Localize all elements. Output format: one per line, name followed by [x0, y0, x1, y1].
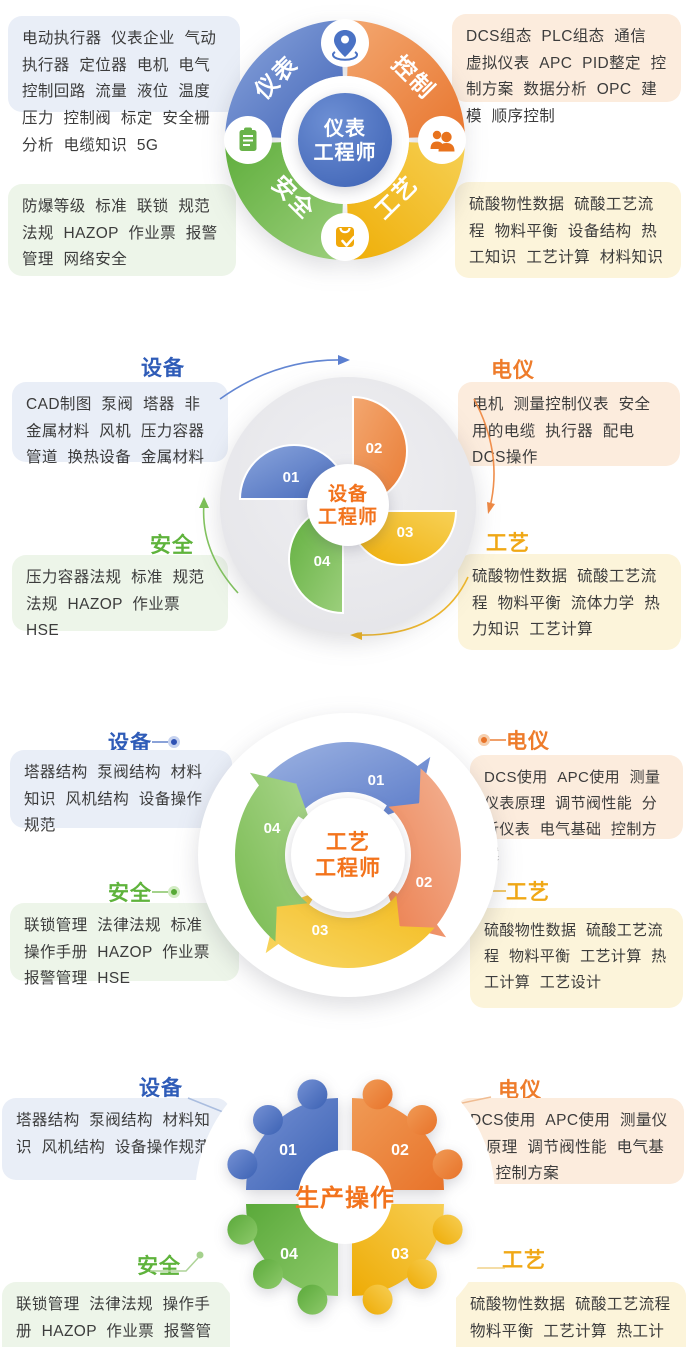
gear-number-04: 04: [280, 1246, 298, 1263]
location-pin-icon: [321, 19, 369, 67]
safety-label: 安全: [108, 882, 152, 905]
connector-line: [152, 891, 168, 893]
pinwheel-arrow-02: [384, 768, 461, 938]
electrical-label: 电仪: [498, 1079, 542, 1102]
arrow-number-02: 02: [416, 874, 433, 891]
electrical-label: 电仪: [491, 359, 535, 382]
curved-arrow-orange: [473, 398, 495, 508]
production-operation-gear: 01 02 03 04 生产操作: [150, 1047, 505, 1347]
connector-dot: [168, 736, 180, 748]
equipment-label: 设备: [141, 357, 185, 380]
petal-number-04: 04: [314, 553, 331, 570]
electrical-skills-box: 电机 测量控制仪表 安全用的电缆 执行器 配电 DCS操作: [458, 382, 680, 466]
equipment-connector: 设备: [108, 727, 180, 757]
pinwheel-arrow-03: [265, 891, 435, 968]
process-label: 工艺: [502, 1249, 546, 1272]
donut-center-circle: [298, 93, 392, 187]
safety-connector: 安全: [108, 877, 180, 907]
center-title-line2: 工程师: [314, 141, 377, 164]
instrument-skills-box: 电动执行器 仪表企业 气动执行器 定位器 电机 电气控制回路 流量 液位 温度 …: [8, 16, 240, 154]
gear-center-circle: [298, 1150, 392, 1244]
wheel-center-circle: [307, 464, 389, 546]
electrical-connector: 电仪: [478, 725, 550, 755]
safety-skills-box: 联锁管理 法律法规 标准 操作手册 HAZOP 作业票 报警管理 HSE: [10, 903, 239, 987]
center-title-line2: 工程师: [318, 506, 378, 528]
safety-skills-box: 联锁管理 法律法规 操作手册 HAZOP 作业票 报警管理 HSE: [2, 1282, 230, 1347]
equipment-skills-box: 塔器结构 泵阀结构 材料知识 风机结构 设备操作规范: [10, 750, 232, 834]
control-skills-box: DCS组态 PLC组态 通信 虚拟仪表 APC PID整定 控制方案 数据分析 …: [452, 14, 681, 125]
safety-label: 安全: [137, 1255, 181, 1278]
center-title-line1: 仪表: [323, 116, 366, 140]
equipment-skills-box: 塔器结构 泵阀结构 材料知识 风机结构 设备操作规范: [2, 1098, 230, 1180]
bag-check-icon: [321, 213, 369, 261]
ring-segment-control: [347, 20, 465, 138]
curved-arrow-yellow: [357, 576, 469, 636]
arrow-number-01: 01: [368, 772, 385, 789]
electrical-skills-box: DCS使用 APC使用 测量仪表原理 调节阀性能 分析仪表 电气基础 控制方案: [470, 755, 683, 863]
electrical-label: 电仪: [506, 730, 550, 753]
curved-arrow-blue: [219, 359, 343, 400]
safety-skills-box: 防爆等级 标准 联锁 规范法规 HAZOP 作业票 报警管理 网络安全: [8, 184, 236, 276]
center-title-line1: 工艺: [326, 830, 370, 854]
gear-number-03: 03: [391, 1246, 409, 1263]
gear-number-01: 01: [279, 1142, 297, 1159]
equipment-skills-box: CAD制图 泵阀 塔器 非金属材料 风机 压力容器 管道 换热设备 金属材料: [12, 382, 228, 466]
users-icon: [418, 116, 466, 164]
equipment-label: 设备: [108, 732, 152, 755]
pinwheel-arrow-01: [261, 742, 431, 819]
process-label: 工艺: [486, 532, 530, 555]
instrument-engineer-donut: 仪表 控制 安全 工艺: [224, 19, 466, 261]
arrow-number-03: 03: [312, 922, 329, 939]
process-engineer-pinwheel: 01 02 03 04 工艺 工程师: [198, 713, 498, 997]
petal-number-01: 01: [283, 469, 300, 486]
gear-number-02: 02: [391, 1142, 409, 1159]
safety-connector-line: [150, 1257, 199, 1272]
ring-segment-safety: [225, 142, 343, 260]
center-title-line2: 工程师: [315, 857, 381, 880]
connector-line: [490, 890, 506, 892]
center-title: 生产操作: [295, 1184, 395, 1212]
connector-line: [152, 741, 168, 743]
center-title-line1: 设备: [328, 482, 368, 505]
process-skills-box: 硫酸物性数据 硫酸工艺流程 物料平衡 流体力学 热力知识 工艺计算: [458, 554, 681, 650]
ring-segment-process: [347, 142, 465, 260]
process-skills-box: 硫酸物性数据 硫酸工艺流程 物料平衡 设备结构 热工知识 工艺计算 材料知识: [455, 182, 681, 278]
process-label: 工艺: [506, 881, 550, 904]
arrowhead-yellow: [350, 631, 362, 640]
safety-skills-box: 压力容器法规 标准 规范法规 HAZOP 作业票 HSE: [12, 555, 228, 639]
arrowhead-orange: [487, 502, 495, 514]
equipment-engineer-wheel: 01 02 03 04 设备 工程师: [199, 355, 495, 640]
connector-dot: [478, 734, 490, 746]
pinwheel-arrow-04: [235, 772, 312, 942]
connector-line: [490, 739, 506, 741]
arrowhead-blue: [338, 355, 350, 365]
pinwheel-center-circle: [291, 798, 405, 912]
arrow-number-04: 04: [264, 820, 281, 837]
safety-label: 安全: [150, 534, 194, 557]
arrowhead-green: [199, 497, 209, 508]
safety-connector-dot: [196, 1251, 204, 1259]
process-skills-box: 硫酸物性数据 硫酸工艺流程 物料平衡 工艺计算 热工计算 工艺设计: [470, 908, 683, 1008]
petal-number-02: 02: [366, 440, 383, 457]
petal-number-03: 03: [397, 524, 414, 541]
process-skills-box: 硫酸物性数据 硫酸工艺流程 物料平衡 工艺计算 热工计算: [456, 1282, 686, 1347]
equipment-label: 设备: [139, 1077, 183, 1100]
electrical-skills-box: DCS使用 APC使用 测量仪表原理 调节阀性能 电气基础 控制方案: [456, 1098, 684, 1184]
connector-dot: [168, 886, 180, 898]
ring-segment-instrument: [225, 20, 343, 138]
curved-arrow-green: [202, 502, 239, 594]
clipboard-icon: [224, 116, 272, 164]
